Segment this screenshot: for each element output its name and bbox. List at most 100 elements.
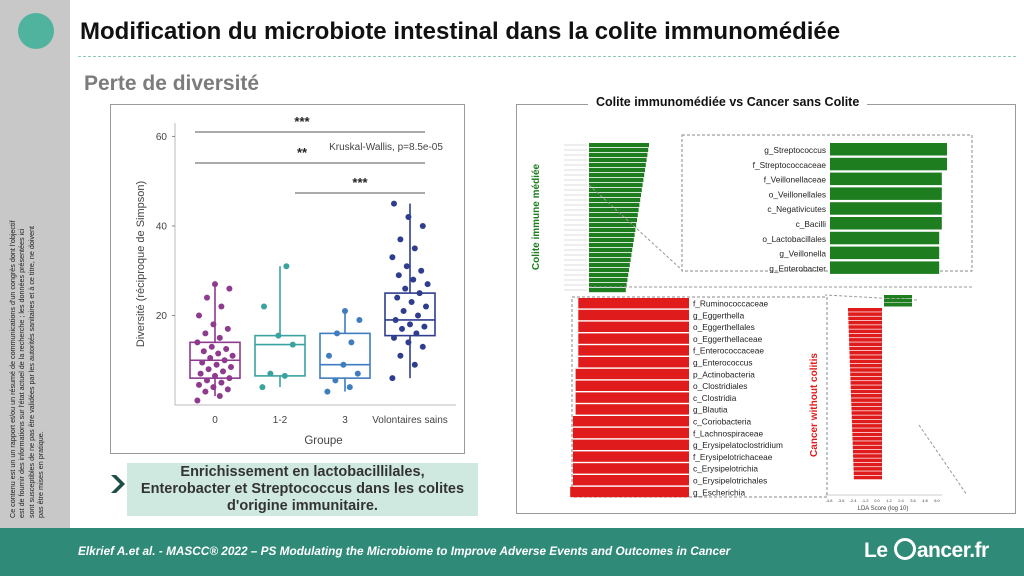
mini-green-bar: [589, 238, 634, 243]
box-iqr: [384, 292, 436, 337]
x-tick-label: 1-2: [273, 415, 288, 426]
mini-red-bar: [851, 419, 882, 424]
data-point: [418, 267, 425, 274]
mini-green-bar: [589, 198, 641, 203]
data-point: [221, 357, 228, 364]
mini-green-bar: [589, 228, 636, 233]
mini-red-bar: [849, 342, 882, 346]
mini-red-bar: [849, 346, 882, 351]
mini-red-bar: [852, 432, 882, 437]
mini-green-bar: [589, 158, 647, 163]
mini-red-bar: [848, 333, 882, 338]
mini-green-bar: [589, 183, 643, 188]
data-point: [210, 321, 217, 328]
red-bar-label: c_Clostridia: [693, 393, 737, 403]
data-point: [413, 330, 420, 337]
mini-green-bar: [589, 148, 649, 153]
y-tick-label: 40: [156, 221, 168, 232]
mini-red-bar: [851, 415, 882, 420]
data-point: [204, 294, 210, 301]
data-point: [261, 303, 267, 310]
data-point: [408, 299, 415, 306]
mini-red-bar: [852, 445, 882, 450]
lda-panel: Colite immune médiée g_Streptococcus f_Str…: [516, 104, 1016, 514]
significance-label: ***: [294, 114, 310, 129]
red-bar: [575, 368, 689, 380]
red-bar-label: g_Escherichia: [693, 487, 746, 497]
red-bar-label: c_Erysipelotrichia: [693, 464, 758, 474]
data-point: [411, 245, 418, 252]
mini-axis-tick: -2.4: [850, 498, 858, 503]
red-bar: [575, 380, 689, 391]
mini-red-bar: [853, 467, 882, 471]
data-point: [389, 375, 396, 382]
mini-red-bar: [848, 308, 882, 312]
mini-red-bar: [848, 329, 882, 334]
mini-red-bar: [853, 454, 882, 458]
mini-axis-tick: 4.8: [922, 498, 928, 503]
green-bar-label: o_Lactobacillales: [762, 234, 826, 244]
zoom-connector: [918, 424, 968, 496]
red-bar: [575, 404, 689, 415]
brand-c-icon: [893, 538, 916, 560]
mini-green-bar: [589, 163, 646, 168]
mini-axis-tick: 3.6: [910, 498, 916, 503]
footer-bar: [0, 528, 1024, 576]
red-bar: [570, 486, 689, 498]
mini-green-bar: [589, 233, 635, 238]
green-bar: [830, 143, 947, 156]
mini-red-bar: [853, 462, 882, 467]
mini-red-bar: [848, 316, 882, 321]
mini-green-bar: [884, 299, 912, 303]
mini-red-bar: [850, 389, 882, 394]
lda-axis-label: LDA Score (log 10): [858, 506, 909, 512]
significance-label: **: [297, 145, 308, 160]
green-bar: [830, 246, 940, 260]
green-bar-label: g_Veillonella: [779, 249, 826, 259]
data-point: [216, 393, 223, 400]
slide-title: Modification du microbiote intestinal da…: [80, 18, 841, 45]
significance-label: ***: [352, 175, 368, 190]
data-point: [289, 341, 296, 348]
mini-red-bar: [849, 338, 882, 342]
data-point: [411, 361, 418, 368]
green-bar-label: c_Bacilli: [796, 219, 827, 229]
chevron-right-icon: [111, 475, 125, 493]
red-bar: [572, 416, 689, 427]
data-point: [212, 372, 218, 379]
mini-green-bar: [589, 273, 629, 278]
green-bar-label: c_Negativicutes: [767, 204, 826, 214]
data-point: [281, 372, 288, 379]
red-bar: [578, 333, 689, 344]
data-point: [342, 308, 348, 314]
mini-green-bar: [589, 153, 648, 158]
boxplot-chart: 20 40 60 Diversité (réciproque de Simpson) G…: [135, 114, 456, 447]
red-bar: [572, 463, 689, 474]
data-point: [400, 308, 407, 314]
data-point: [394, 294, 401, 301]
data-point: [397, 236, 404, 243]
data-point: [340, 361, 347, 368]
data-point: [259, 384, 266, 391]
y-axis-label: Diversité (réciproque de Simpson): [135, 181, 147, 347]
data-point: [416, 290, 423, 297]
data-point: [424, 281, 431, 288]
mini-red-bar: [852, 424, 882, 428]
red-bar-label: f_Lachnospiraceae: [693, 428, 764, 438]
red-bar: [575, 392, 689, 403]
lda-title: Colite immunomédiée vs Cancer sans Colit…: [588, 95, 868, 109]
mini-red-bar: [853, 475, 882, 480]
conclusion-line-2: Enterobacter et Streptococcus dans les c…: [140, 481, 465, 497]
red-bar: [572, 475, 689, 486]
title-divider: [78, 56, 1016, 57]
x-axis-label: Groupe: [304, 435, 342, 447]
red-bar-label: f_Erysipelotrichaceae: [693, 452, 773, 462]
green-bar: [830, 261, 940, 274]
kruskal-wallis-annotation: Kruskal-Wallis, p=8.5e-05: [329, 142, 443, 153]
red-bar-label: g_Eggerthella: [693, 310, 745, 320]
y-tick-label: 20: [156, 311, 168, 322]
mini-green-bar: [589, 223, 637, 228]
data-point: [403, 263, 410, 270]
data-point: [196, 381, 202, 388]
red-group-label: Cancer without colitis: [809, 353, 820, 457]
